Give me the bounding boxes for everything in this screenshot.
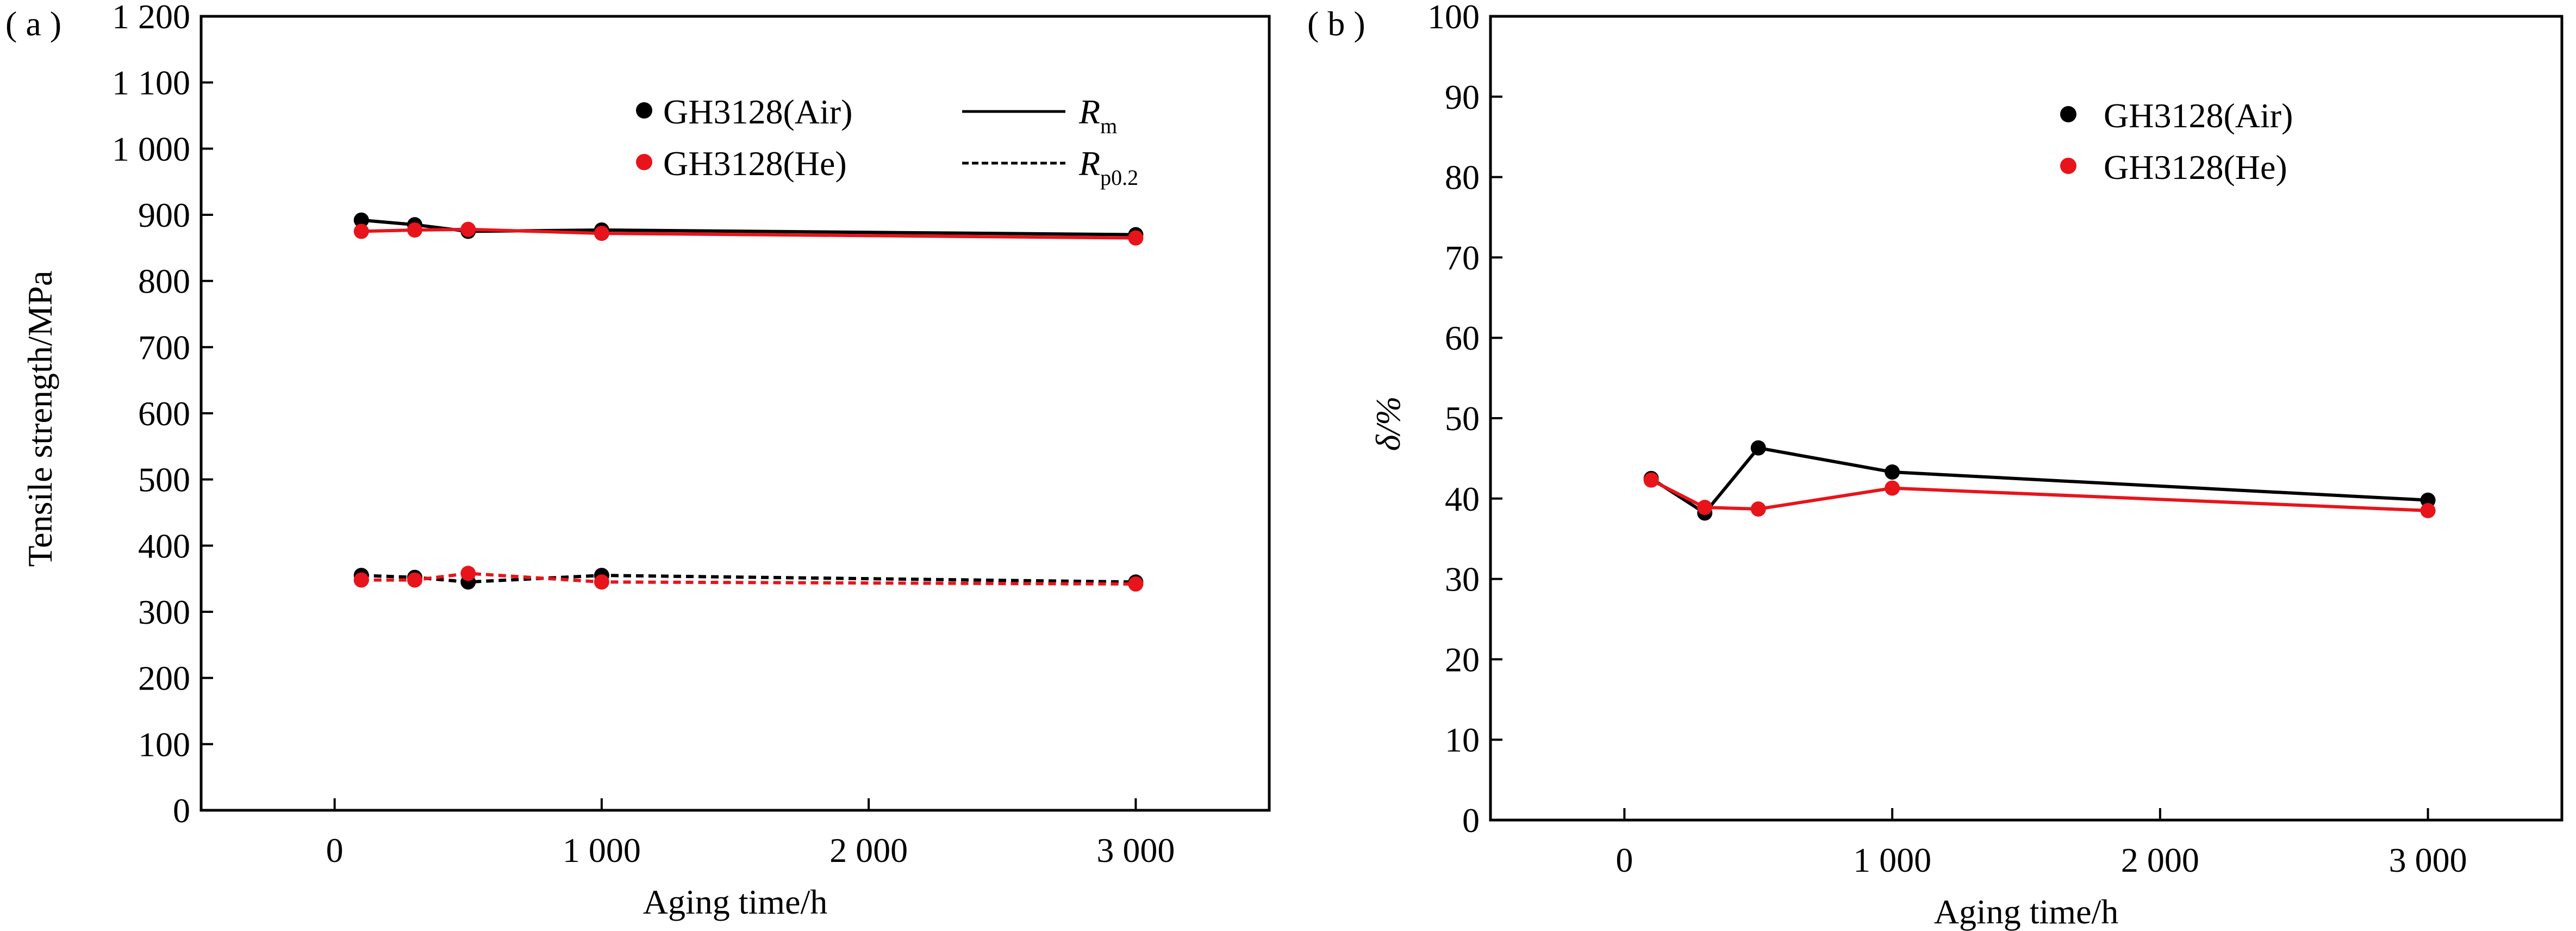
data-point xyxy=(1697,500,1713,516)
legend-marker xyxy=(2060,158,2076,174)
y-tick-label: 90 xyxy=(1445,78,1480,116)
y-tick-label: 40 xyxy=(1445,480,1480,518)
data-point xyxy=(353,572,369,588)
legend-marker xyxy=(636,102,652,119)
x-tick-label: 3 000 xyxy=(2389,841,2467,879)
y-tick-label: 20 xyxy=(1445,640,1480,679)
y-tick-label: 10 xyxy=(1445,721,1480,759)
series-line xyxy=(361,218,1136,237)
legend-marker xyxy=(636,154,652,170)
data-point xyxy=(460,221,476,237)
legend-marker xyxy=(2060,106,2076,122)
data-point xyxy=(1128,576,1144,592)
y-tick-label: 200 xyxy=(138,659,190,698)
legend-label: GH3128(Air) xyxy=(663,92,852,131)
y-axis-label: Tensile strength/MPa xyxy=(21,271,59,567)
data-point xyxy=(1128,230,1144,246)
data-point xyxy=(1885,464,1900,480)
legend-line-label: Rp0.2 xyxy=(1078,144,1138,190)
data-point xyxy=(2420,502,2436,518)
panel-label: ( a ) xyxy=(5,4,61,43)
y-tick-label: 600 xyxy=(138,394,190,433)
y-tick-label: 300 xyxy=(138,593,190,631)
data-point xyxy=(2420,492,2436,508)
x-tick-label: 0 xyxy=(326,831,344,870)
data-point xyxy=(1643,472,1659,488)
data-point xyxy=(460,566,476,581)
y-tick-label: 1 000 xyxy=(112,129,190,168)
x-tick-label: 2 000 xyxy=(829,831,908,870)
y-tick-label: 100 xyxy=(138,725,190,764)
y-tick-label: 30 xyxy=(1445,560,1480,599)
legend-symbol: R xyxy=(1078,144,1100,183)
y-tick-label: 1 100 xyxy=(112,64,190,102)
data-point xyxy=(407,572,422,588)
x-tick-label: 1 000 xyxy=(563,831,641,870)
y-tick-label: 500 xyxy=(138,461,190,499)
y-tick-label: 70 xyxy=(1445,238,1480,277)
x-tick-label: 0 xyxy=(1616,841,1633,879)
y-tick-label: 700 xyxy=(138,328,190,367)
panel-b-elongation-chart: ( b ) 0 10 20 30 40 50 60 70 80 90 100 0 1 000 2 000 3 … xyxy=(1307,0,2563,931)
panel-label: ( b ) xyxy=(1307,4,1365,43)
x-axis-label: Aging time/h xyxy=(1934,892,2119,931)
data-point xyxy=(1885,480,1900,496)
legend-label: GH3128(He) xyxy=(663,144,847,183)
y-tick-label: 80 xyxy=(1445,158,1480,197)
legend-symbol: R xyxy=(1078,92,1100,131)
data-point xyxy=(1750,440,1766,456)
data-point xyxy=(353,212,369,228)
legend-label: GH3128(Air) xyxy=(2104,96,2293,135)
y-tick-label: 1 200 xyxy=(112,0,190,36)
legend-subscript: m xyxy=(1100,114,1117,138)
x-tick-label: 3 000 xyxy=(1096,831,1175,870)
y-tick-label: 100 xyxy=(1427,0,1480,36)
legend-line-label: Rm xyxy=(1078,92,1117,138)
y-tick-label: 900 xyxy=(138,196,190,234)
panel-a-tensile-strength-chart: ( a ) 0 100 200 300 400 500 600 700 800 900 1 000 1 … xyxy=(5,0,1271,921)
data-point xyxy=(407,222,422,238)
y-tick-label: 60 xyxy=(1445,319,1480,357)
data-point xyxy=(1750,501,1766,517)
plot-frame xyxy=(1489,15,2563,822)
data-point xyxy=(353,224,369,239)
data-point xyxy=(594,574,609,590)
legend-label: GH3128(He) xyxy=(2104,148,2287,187)
legend-subscript: p0.2 xyxy=(1100,165,1138,190)
data-point xyxy=(594,226,609,241)
x-tick-label: 1 000 xyxy=(1853,841,1931,879)
y-tick-label: 0 xyxy=(1462,801,1480,840)
x-axis-label: Aging time/h xyxy=(643,883,828,921)
y-axis-label: δ/% xyxy=(1369,396,1407,451)
y-tick-label: 50 xyxy=(1445,399,1480,438)
y-tick-label: 400 xyxy=(138,526,190,565)
x-tick-label: 2 000 xyxy=(2121,841,2199,879)
series-line xyxy=(1650,446,2428,515)
y-tick-label: 800 xyxy=(138,262,190,301)
y-tick-label: 0 xyxy=(173,791,190,830)
